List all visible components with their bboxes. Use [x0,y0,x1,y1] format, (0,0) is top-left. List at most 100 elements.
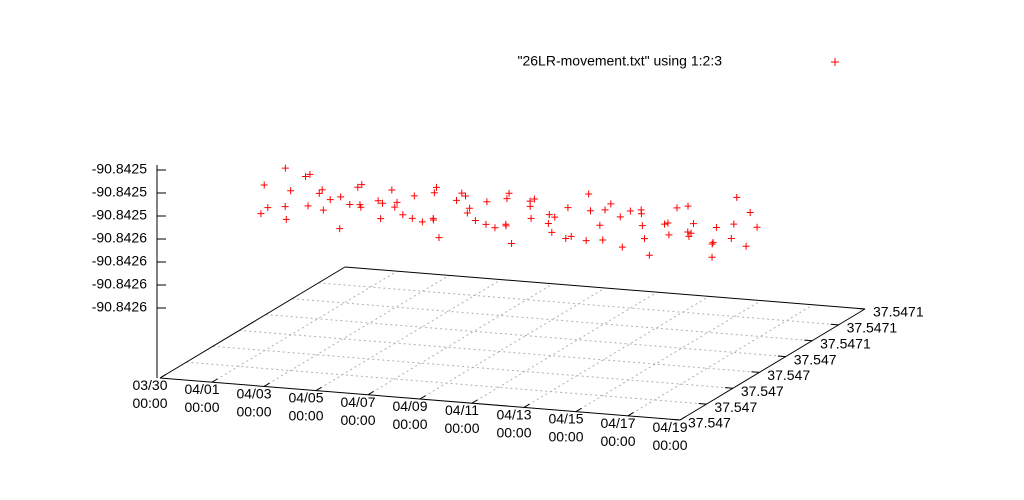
point [463,209,471,217]
x-tick [211,378,218,383]
point [257,210,265,218]
point [687,229,695,237]
x-tick-label: 04/09 00:00 [392,398,427,432]
point [458,189,466,197]
point [730,220,738,228]
point [356,201,364,209]
z-tick-label: -90.8425 [92,161,147,177]
point [304,202,312,210]
point [483,198,491,206]
base-edge [679,308,866,421]
x-tick [263,382,270,387]
point [418,218,426,226]
point [582,237,590,245]
point [432,183,440,191]
point [318,186,326,194]
point [545,211,553,219]
grid-line [575,300,762,413]
point [503,195,511,203]
point [281,203,289,211]
point [471,217,479,225]
point [319,206,327,214]
y-tick-label: 37.5471 [873,304,924,320]
x-tick-label: 04/19 00:00 [652,419,687,453]
y-tick [698,403,707,405]
grid-line [471,291,658,404]
point [526,197,534,205]
point [391,203,399,211]
legend-label: "26LR-movement.txt" using 1:2:3 [518,53,723,69]
grid-line [265,314,786,358]
point [505,189,513,197]
y-tick-label: 37.5471 [820,335,871,351]
grid-line [318,282,839,326]
point [315,189,323,197]
point [260,181,268,189]
point [491,224,499,232]
point [264,204,272,212]
point [637,206,645,214]
point [281,164,289,172]
x-tick [575,407,582,413]
point [287,187,295,195]
point [502,220,510,228]
grid-line [627,304,814,417]
y-tick-label: 37.547 [688,415,731,431]
x-tick-label: 04/17 00:00 [600,415,635,449]
point [618,243,626,251]
legend-marker [831,58,839,66]
point [709,238,717,246]
point [393,198,401,206]
point [282,215,290,223]
grid-line [419,287,606,400]
x-tick-label: 04/03 00:00 [236,385,271,419]
x-tick-label: 04/15 00:00 [548,410,583,444]
point [746,208,754,216]
z-tick-label: -90.8426 [92,276,147,292]
x-tick-label: 04/11 00:00 [444,402,479,436]
point [336,225,344,233]
point [408,214,416,222]
x-tick [523,403,530,408]
point [733,193,741,201]
base-edge [159,266,346,379]
z-tick-label: -90.8425 [92,184,147,200]
point [462,192,470,200]
point [607,200,615,208]
point [616,213,624,221]
y-tick-label: 37.547 [741,383,784,399]
point [358,181,366,189]
grid-line [211,270,398,383]
point [466,204,474,212]
y-tick-label: 37.5471 [847,320,898,336]
y-tick [804,339,813,342]
point [544,219,552,227]
x-tick-label: 03/30 00:00 [132,377,167,411]
point [337,193,345,201]
x-tick [419,395,426,400]
grid-line [367,283,554,396]
grid-line [523,295,710,408]
point [712,223,720,231]
y-tick [751,371,760,373]
point [626,207,634,215]
point [585,190,593,198]
y-tick [830,323,839,326]
point [596,221,604,229]
point [727,235,735,243]
x-tick [315,386,322,392]
point [302,173,310,181]
point [638,222,646,230]
point [435,234,443,242]
point [530,195,538,203]
grid-line [239,329,760,373]
z-tick-label: -90.8426 [92,230,147,246]
point [661,220,669,228]
z-tick-label: -90.8425 [92,207,147,223]
point [551,213,559,221]
x-tick-label: 04/07 00:00 [340,394,375,428]
point [399,211,407,219]
point [379,199,386,207]
x-tick-label: 04/13 00:00 [496,406,531,440]
point [708,253,716,261]
